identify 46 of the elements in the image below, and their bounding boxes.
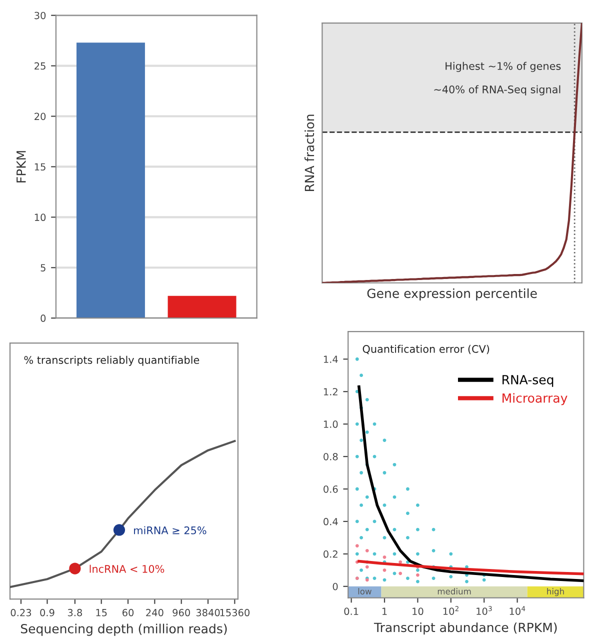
annotation: ~40% of RNA-Seq signal (434, 85, 560, 96)
legend-label: Microarray (502, 393, 568, 406)
x-tick-label: 0.1 (344, 608, 358, 616)
band-label: medium (438, 588, 471, 594)
y-tick-label: 0 (40, 314, 46, 322)
x-tick-label: 0.23 (10, 608, 32, 616)
y-tick-label: 1.0 (324, 420, 338, 428)
x-tick-label: 15360 (220, 608, 250, 616)
x-axis-title: Transcript abundance (RPKM) (374, 622, 557, 635)
y-tick-label: 30 (34, 12, 46, 20)
y-tick-label: 15 (34, 163, 46, 171)
x-tick-label: 10$^{3}$ (476, 606, 492, 615)
y-tick-label: 5 (40, 264, 46, 272)
y-tick-label: 0.4 (324, 518, 338, 526)
y-tick-label: 1.4 (324, 356, 338, 363)
x-tick-label: 3840 (196, 608, 220, 616)
band-label: high (547, 588, 564, 596)
y-axis-title: FPKM (16, 151, 26, 182)
x-tick-label: 60 (122, 608, 134, 616)
x-axis-title: Gene expression percentile (367, 288, 537, 301)
y-tick-label: 0.6 (324, 485, 338, 493)
y-tick-label: 10 (34, 214, 46, 222)
x-tick-label: 0.9 (40, 608, 54, 616)
x-tick-label: 240 (146, 608, 164, 616)
x-tick-label: 10$^{4}$ (510, 606, 526, 615)
text: Quantification error (CV) (362, 344, 490, 354)
band-label: low (358, 588, 372, 594)
y-axis-title: RNA fraction (304, 114, 314, 192)
y-tick-label: 25 (34, 62, 46, 70)
chart-title: % transcripts reliably quantifiable (24, 356, 200, 366)
y-tick-label: 1.2 (324, 388, 338, 396)
y-tick-label: 0.2 (324, 550, 338, 558)
series-label: miRNA ≥ 25% (134, 526, 206, 534)
x-tick-label: 10 (412, 608, 424, 616)
y-tick-label: 20 (34, 112, 46, 120)
x-tick-label: 960 (172, 608, 190, 616)
x-tick-label: 3.8 (68, 608, 82, 616)
annotation: Highest ~1% of genes (446, 62, 561, 72)
y-tick-label: 0.8 (324, 453, 338, 460)
legend-label: RNA-seq (502, 375, 554, 387)
x-tick-label: 10$^{2}$ (443, 606, 458, 615)
series-label: lncRNA < 10% (90, 564, 164, 573)
x-tick-label: 15 (96, 609, 107, 616)
y-tick-label: 0 (332, 582, 338, 590)
x-tick-label: 1 (382, 608, 387, 615)
x-axis-title: Sequencing depth (million reads) (20, 624, 227, 636)
